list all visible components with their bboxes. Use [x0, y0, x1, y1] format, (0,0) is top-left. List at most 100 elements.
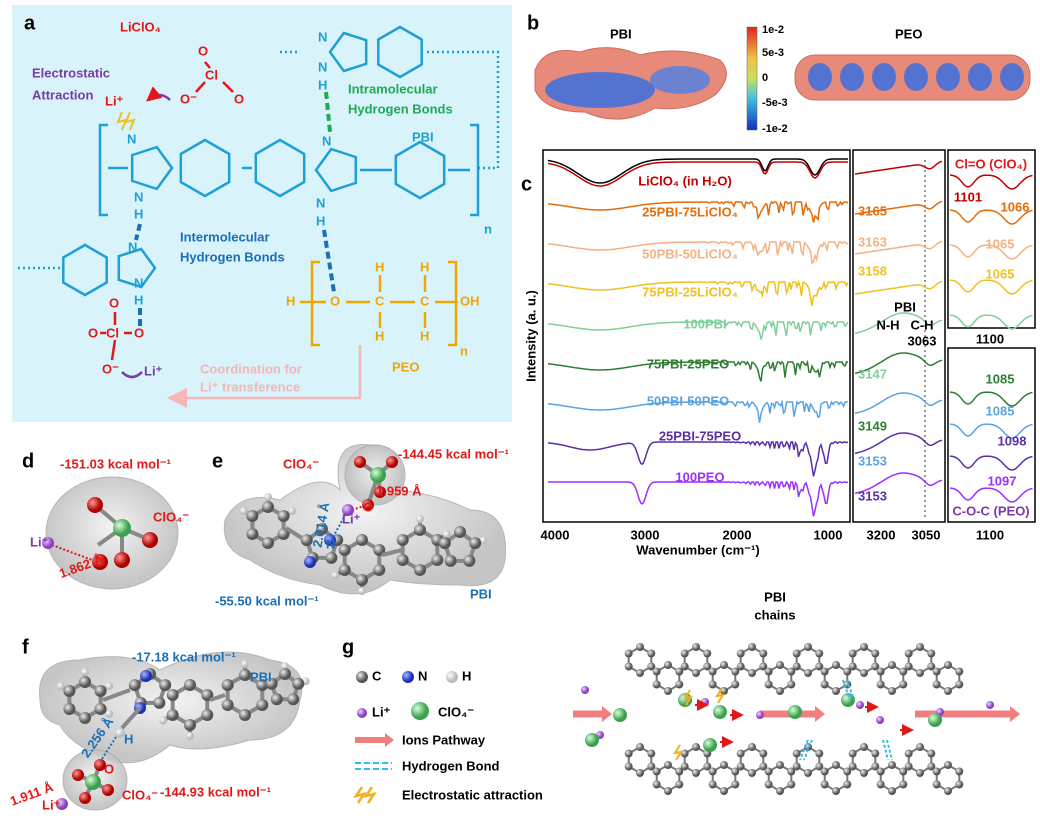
spectrum — [949, 455, 1033, 471]
spectrum — [854, 312, 943, 335]
atom-ball — [792, 762, 801, 771]
ions-pathway — [602, 706, 612, 722]
legend-label: ClO₄⁻ — [438, 704, 474, 719]
esp-negative — [650, 66, 710, 94]
atom-ball — [647, 662, 656, 671]
chains-label: chains — [754, 607, 795, 622]
atom-ball — [396, 554, 409, 566]
atom-ball — [636, 769, 644, 777]
panel-label: e — [212, 450, 223, 472]
atom-ball — [916, 669, 924, 677]
atom-ball — [736, 762, 745, 771]
atom-ball — [708, 767, 717, 776]
atom-ball — [888, 787, 896, 795]
atom-ball — [759, 662, 768, 671]
atom-ball — [56, 798, 68, 810]
spectrum — [547, 161, 848, 187]
atom-ball — [692, 643, 700, 651]
panel-a-structure — [18, 25, 500, 408]
bond — [209, 693, 226, 702]
legend-swatch — [385, 733, 394, 747]
atom-ball — [888, 687, 896, 695]
series-labels: LiClO₄ (in H₂O) 25PBI-75LiClO₄ 50PBI-50LiC… — [638, 173, 741, 484]
ring — [254, 138, 306, 198]
repeat-n: n — [460, 343, 468, 358]
atom-ball — [876, 667, 885, 676]
atom-ball — [246, 510, 259, 522]
atom-ball — [270, 693, 283, 706]
ring — [314, 147, 358, 193]
atom-ball — [414, 524, 426, 536]
atom-ball — [300, 534, 313, 547]
shift-label: 3153 — [858, 488, 887, 503]
atom: N — [134, 275, 143, 290]
atom-ball — [675, 667, 684, 676]
atom-ball — [664, 761, 672, 769]
atom-ball — [692, 743, 700, 751]
energy: -55.50 kcal mol⁻¹ — [215, 593, 319, 608]
atom-ball — [820, 667, 829, 676]
shift-label: 3147 — [858, 366, 887, 381]
atom: N — [322, 133, 331, 148]
legend-label: Electrostatic attraction — [402, 787, 543, 802]
series-label: 100PEO — [675, 469, 724, 484]
h-bond — [134, 223, 142, 241]
atom-ball — [927, 749, 936, 758]
shift-label: 1085 — [986, 403, 1015, 418]
atom-ball — [848, 649, 857, 658]
atom-ball — [153, 696, 166, 709]
atom-ball — [647, 649, 656, 658]
spectra — [547, 158, 1033, 517]
attraction-arrow — [146, 86, 171, 102]
sub-panel-title: Cl=O (ClO₄) — [955, 156, 1027, 171]
atom: N — [316, 195, 325, 210]
chain-model — [573, 643, 1020, 795]
atom-ball — [624, 762, 633, 771]
atom: N — [127, 131, 136, 146]
coordination-arrow — [167, 345, 362, 408]
atom-ball — [292, 677, 305, 690]
ring — [377, 25, 423, 79]
clo4-ion — [788, 705, 802, 719]
atom-ball — [624, 662, 633, 671]
atom-ball — [876, 767, 885, 776]
atom-ball — [776, 787, 784, 795]
annotation: PBI — [894, 299, 916, 314]
plot-frame — [947, 347, 1036, 523]
atom-ball — [664, 787, 672, 795]
atom-ball — [184, 719, 196, 731]
esp-negative — [968, 63, 992, 91]
atom-ball — [647, 762, 656, 771]
spectrum — [854, 472, 943, 495]
series-label: LiClO₄ (in H₂O) — [638, 173, 732, 188]
atom-ball — [916, 769, 924, 777]
plot-frame — [542, 149, 851, 523]
plot-frame — [947, 149, 1036, 329]
atom-ball — [373, 564, 386, 576]
atom: N — [318, 29, 327, 44]
clo4-ion — [713, 705, 727, 719]
atom: N — [128, 239, 137, 254]
shift-label: 1097 — [988, 473, 1017, 488]
atom-ball — [114, 552, 130, 568]
shift-label: 3153 — [858, 453, 887, 468]
atom-ball — [731, 667, 740, 676]
x-tick-label: 1000 — [814, 527, 843, 542]
annotation: Hydrogen Bonds — [180, 249, 285, 264]
atom-ball — [843, 767, 852, 776]
atom: OH — [460, 293, 480, 308]
spectrum — [547, 200, 849, 223]
atom-ball — [708, 780, 717, 789]
atom-ball — [241, 660, 249, 668]
atom-ball — [871, 662, 880, 671]
spectrum — [854, 392, 943, 415]
peo-bonds — [300, 275, 458, 328]
shift-label: 3149 — [858, 418, 887, 433]
atom-ball — [221, 679, 234, 691]
clo4-ion — [841, 693, 855, 707]
atom-ball — [731, 680, 740, 689]
atom-ball — [288, 507, 297, 516]
atom-ball — [748, 769, 756, 777]
atom-ball — [680, 762, 689, 771]
atom-ball — [79, 676, 91, 688]
